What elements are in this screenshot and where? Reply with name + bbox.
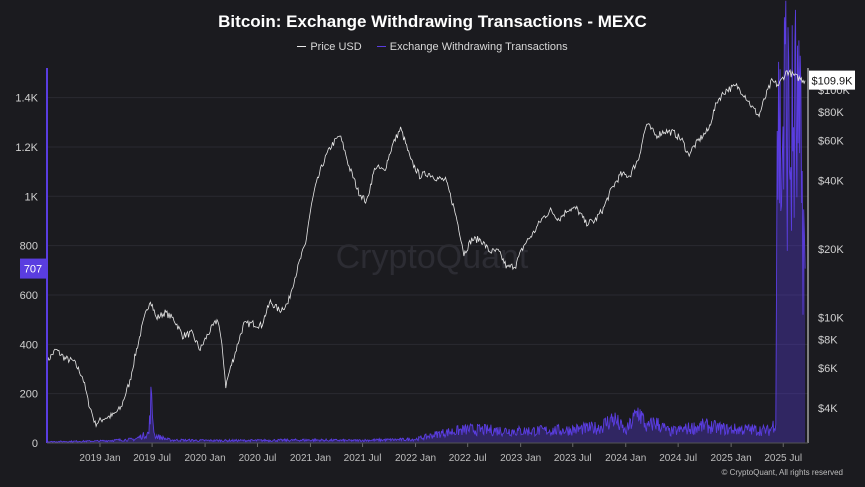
series-line-transactions xyxy=(46,0,806,443)
x-tick-label: 2020 Jan xyxy=(184,453,225,464)
x-tick-label: 2020 Jul xyxy=(239,453,277,464)
legend-item-price[interactable]: Price USD xyxy=(297,41,362,53)
right-tick-label: $6K xyxy=(818,363,838,375)
x-tick-label: 2021 Jul xyxy=(344,453,382,464)
chart-title: Bitcoin: Exchange Withdrawing Transactio… xyxy=(218,12,647,31)
legend-swatch-transactions xyxy=(376,45,386,47)
series-line-price xyxy=(46,68,806,428)
left-tick-label: 0 xyxy=(32,438,38,450)
current-price-badge: $109.9K xyxy=(809,70,855,90)
x-tick-label: 2023 Jan xyxy=(500,453,541,464)
x-tick-label: 2024 Jul xyxy=(659,453,697,464)
left-tick-label: 800 xyxy=(20,241,38,253)
current-tx-badge-box xyxy=(20,258,46,279)
legend-label-price: Price USD xyxy=(310,41,362,53)
x-tick-label: 2021 Jan xyxy=(290,453,331,464)
right-tick-label: $60K xyxy=(818,135,844,147)
x-tick-label: 2022 Jul xyxy=(449,453,487,464)
x-tick-label: 2019 Jul xyxy=(133,453,171,464)
right-tick-label: $10K xyxy=(818,312,844,324)
legend-swatch-price xyxy=(297,45,307,47)
current-price-badge-text: $109.9K xyxy=(812,76,854,88)
grid-lines xyxy=(47,97,808,395)
legend-item-transactions[interactable]: Exchange Withdrawing Transactions xyxy=(376,41,568,53)
right-tick-label: $80K xyxy=(818,107,844,119)
right-tick-label: $8K xyxy=(818,334,838,346)
x-tick-label: 2024 Jan xyxy=(605,453,646,464)
right-tick-label: $40K xyxy=(818,175,844,187)
left-tick-label: 600 xyxy=(20,290,38,302)
left-tick-label: 1.4K xyxy=(15,93,38,105)
x-tick-label: 2022 Jan xyxy=(395,453,436,464)
x-tick-label: 2023 Jul xyxy=(554,453,592,464)
left-tick-label: 1K xyxy=(25,191,39,203)
left-tick-label: 400 xyxy=(20,339,38,351)
right-tick-label: $4K xyxy=(818,403,838,415)
chart-legend: Price USD Exchange Withdrawing Transacti… xyxy=(0,41,865,53)
right-tick-label: $20K xyxy=(818,244,844,256)
series-area-transactions xyxy=(47,0,806,443)
current-tx-badge-text: 707 xyxy=(24,264,42,276)
right-axis-ticks: $4K$6K$8K$10K$20K$40K$60K$80K$100K xyxy=(818,85,850,415)
x-tick-label: 2019 Jan xyxy=(79,453,120,464)
left-axis-ticks: 0 200 400 600 800 1K 1.2K 1.4K xyxy=(15,93,38,450)
x-tick-label: 2025 Jan xyxy=(711,453,752,464)
current-tx-badge: 707 xyxy=(20,258,46,279)
current-price-badge-box xyxy=(809,70,855,90)
left-tick-label: 200 xyxy=(20,389,38,401)
x-tick-label: 2025 Jul xyxy=(764,453,802,464)
x-axis-ticks: 2019 Jan 2019 Jul 2020 Jan 2020 Jul 2021 Jan… xyxy=(79,443,802,464)
copyright-text: © CryptoQuant, All rights reserved xyxy=(722,468,844,477)
watermark-text: CryptoQuant xyxy=(336,238,529,276)
legend-label-transactions: Exchange Withdrawing Transactions xyxy=(389,41,568,53)
left-tick-label: 1.2K xyxy=(15,142,38,154)
